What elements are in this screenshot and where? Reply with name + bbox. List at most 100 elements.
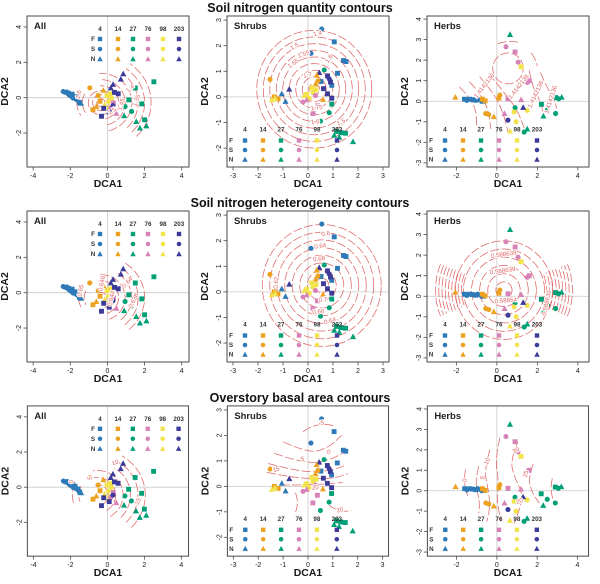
contour-arc <box>78 288 82 308</box>
legend-square-marker <box>496 527 502 532</box>
legend-square-marker <box>145 36 151 42</box>
legend-square-marker <box>443 527 448 532</box>
y-tick-label: 2 <box>216 433 223 437</box>
data-point <box>69 481 75 487</box>
data-point <box>526 273 532 279</box>
data-point <box>321 262 327 268</box>
x-axis-title: DCA1 <box>294 568 323 579</box>
contour-arc <box>314 277 330 293</box>
legend-square-marker <box>478 138 484 143</box>
data-point <box>268 486 275 492</box>
legend-column-header: 203 <box>532 127 543 134</box>
contour-arc <box>479 265 529 316</box>
legend-circle-marker <box>314 536 320 542</box>
data-point <box>275 485 281 491</box>
data-point <box>313 71 320 78</box>
legend-triangle-marker <box>314 156 320 162</box>
x-tick-label: 4 <box>576 173 580 180</box>
data-point <box>315 468 321 474</box>
data-point <box>314 492 320 498</box>
data-point <box>139 490 145 496</box>
legend: 4 14 27 76 98 203 FSN <box>91 416 185 453</box>
data-point <box>139 296 145 302</box>
legend-triangle-marker <box>260 156 266 162</box>
data-point <box>275 96 281 102</box>
x-tick-label: -2 <box>255 173 261 180</box>
data-point <box>343 59 349 65</box>
data-point <box>93 298 100 304</box>
legend-triangle-marker <box>314 545 320 551</box>
contour-arc <box>288 63 340 116</box>
y-tick-label: 3 <box>416 233 423 237</box>
data-point <box>115 480 121 486</box>
legend-triangle-marker <box>460 351 466 357</box>
legend-column-header: 27 <box>129 221 137 228</box>
panel-label: Shrubs <box>234 21 267 32</box>
data-point <box>506 322 514 329</box>
y-tick-label: -3 <box>416 355 423 361</box>
legend: 4 14 27 76 98 203 FSN <box>91 221 185 258</box>
panel-label: All <box>34 216 46 227</box>
x-tick-label: 0 <box>495 562 499 569</box>
data-point <box>326 305 332 311</box>
data-point <box>132 475 138 480</box>
contour-arc <box>561 266 567 314</box>
scatter-points <box>60 265 157 326</box>
contour-arc <box>125 68 145 133</box>
legend-triangle-marker <box>478 156 484 162</box>
contour-lines <box>256 30 373 149</box>
data-point <box>312 275 319 282</box>
legend-circle-marker <box>314 342 320 348</box>
data-point <box>129 303 135 310</box>
x-axis-title: DCA1 <box>494 178 523 190</box>
legend-square-marker <box>278 333 284 338</box>
data-point <box>329 82 335 88</box>
data-point <box>87 85 93 91</box>
y-tick-label: 1 <box>416 468 423 472</box>
legend-column-header: 203 <box>332 516 343 523</box>
legend-triangle-marker <box>334 545 340 551</box>
data-point <box>142 312 148 318</box>
data-point <box>300 488 306 495</box>
legend-circle-marker <box>115 241 121 247</box>
data-point <box>301 287 308 294</box>
data-point <box>486 307 492 313</box>
zero-reference-lines <box>227 211 389 362</box>
contour-arc <box>558 267 563 313</box>
panel-shrubs-row2: -5 0 5 15 20 20 -3 -2 -1 0 1 2 3 -2 -1 0 1 2 3 DCA1 DCA2 Shru… <box>200 405 390 579</box>
contour-arc <box>463 248 545 332</box>
data-point <box>464 292 470 298</box>
legend-column-header: 76 <box>496 516 503 523</box>
legend-circle-marker <box>314 147 320 153</box>
legend-square-marker <box>496 333 502 338</box>
y-tick-label: -2 <box>16 325 23 331</box>
contour-curve <box>488 73 525 129</box>
legend-circle-marker <box>296 147 302 153</box>
contour-curve <box>302 423 336 432</box>
data-point <box>95 93 101 99</box>
data-point <box>136 319 144 326</box>
data-point <box>317 508 323 514</box>
legend-column-header: 27 <box>277 322 285 329</box>
scatter-points <box>452 226 565 330</box>
data-point <box>334 460 340 466</box>
contour-arc <box>117 272 132 321</box>
data-point <box>313 476 319 482</box>
data-point <box>512 300 518 306</box>
legend-column-header: 14 <box>114 26 122 33</box>
legend-column-header: 76 <box>144 416 151 423</box>
row-title-2: Overstory basal area contours <box>209 391 391 405</box>
y-tick-label: -1 <box>216 314 223 320</box>
legend-column-header: 98 <box>159 416 166 423</box>
contour-arc <box>435 263 441 317</box>
data-point <box>271 289 279 296</box>
contour-curve <box>530 52 538 67</box>
legend-row-label: N <box>229 157 234 164</box>
contour-arc <box>495 281 513 299</box>
data-point <box>69 286 75 292</box>
data-point <box>540 112 547 119</box>
data-point <box>552 484 558 490</box>
legend-circle-marker <box>278 342 284 348</box>
